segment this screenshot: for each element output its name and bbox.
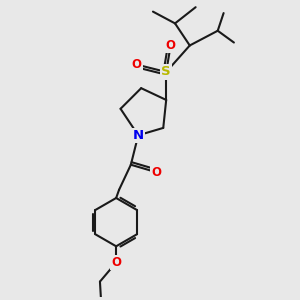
Text: O: O (151, 166, 161, 178)
Text: O: O (132, 58, 142, 71)
Text: S: S (161, 65, 171, 79)
Text: N: N (133, 129, 144, 142)
Text: O: O (111, 256, 121, 269)
Text: O: O (166, 39, 176, 52)
